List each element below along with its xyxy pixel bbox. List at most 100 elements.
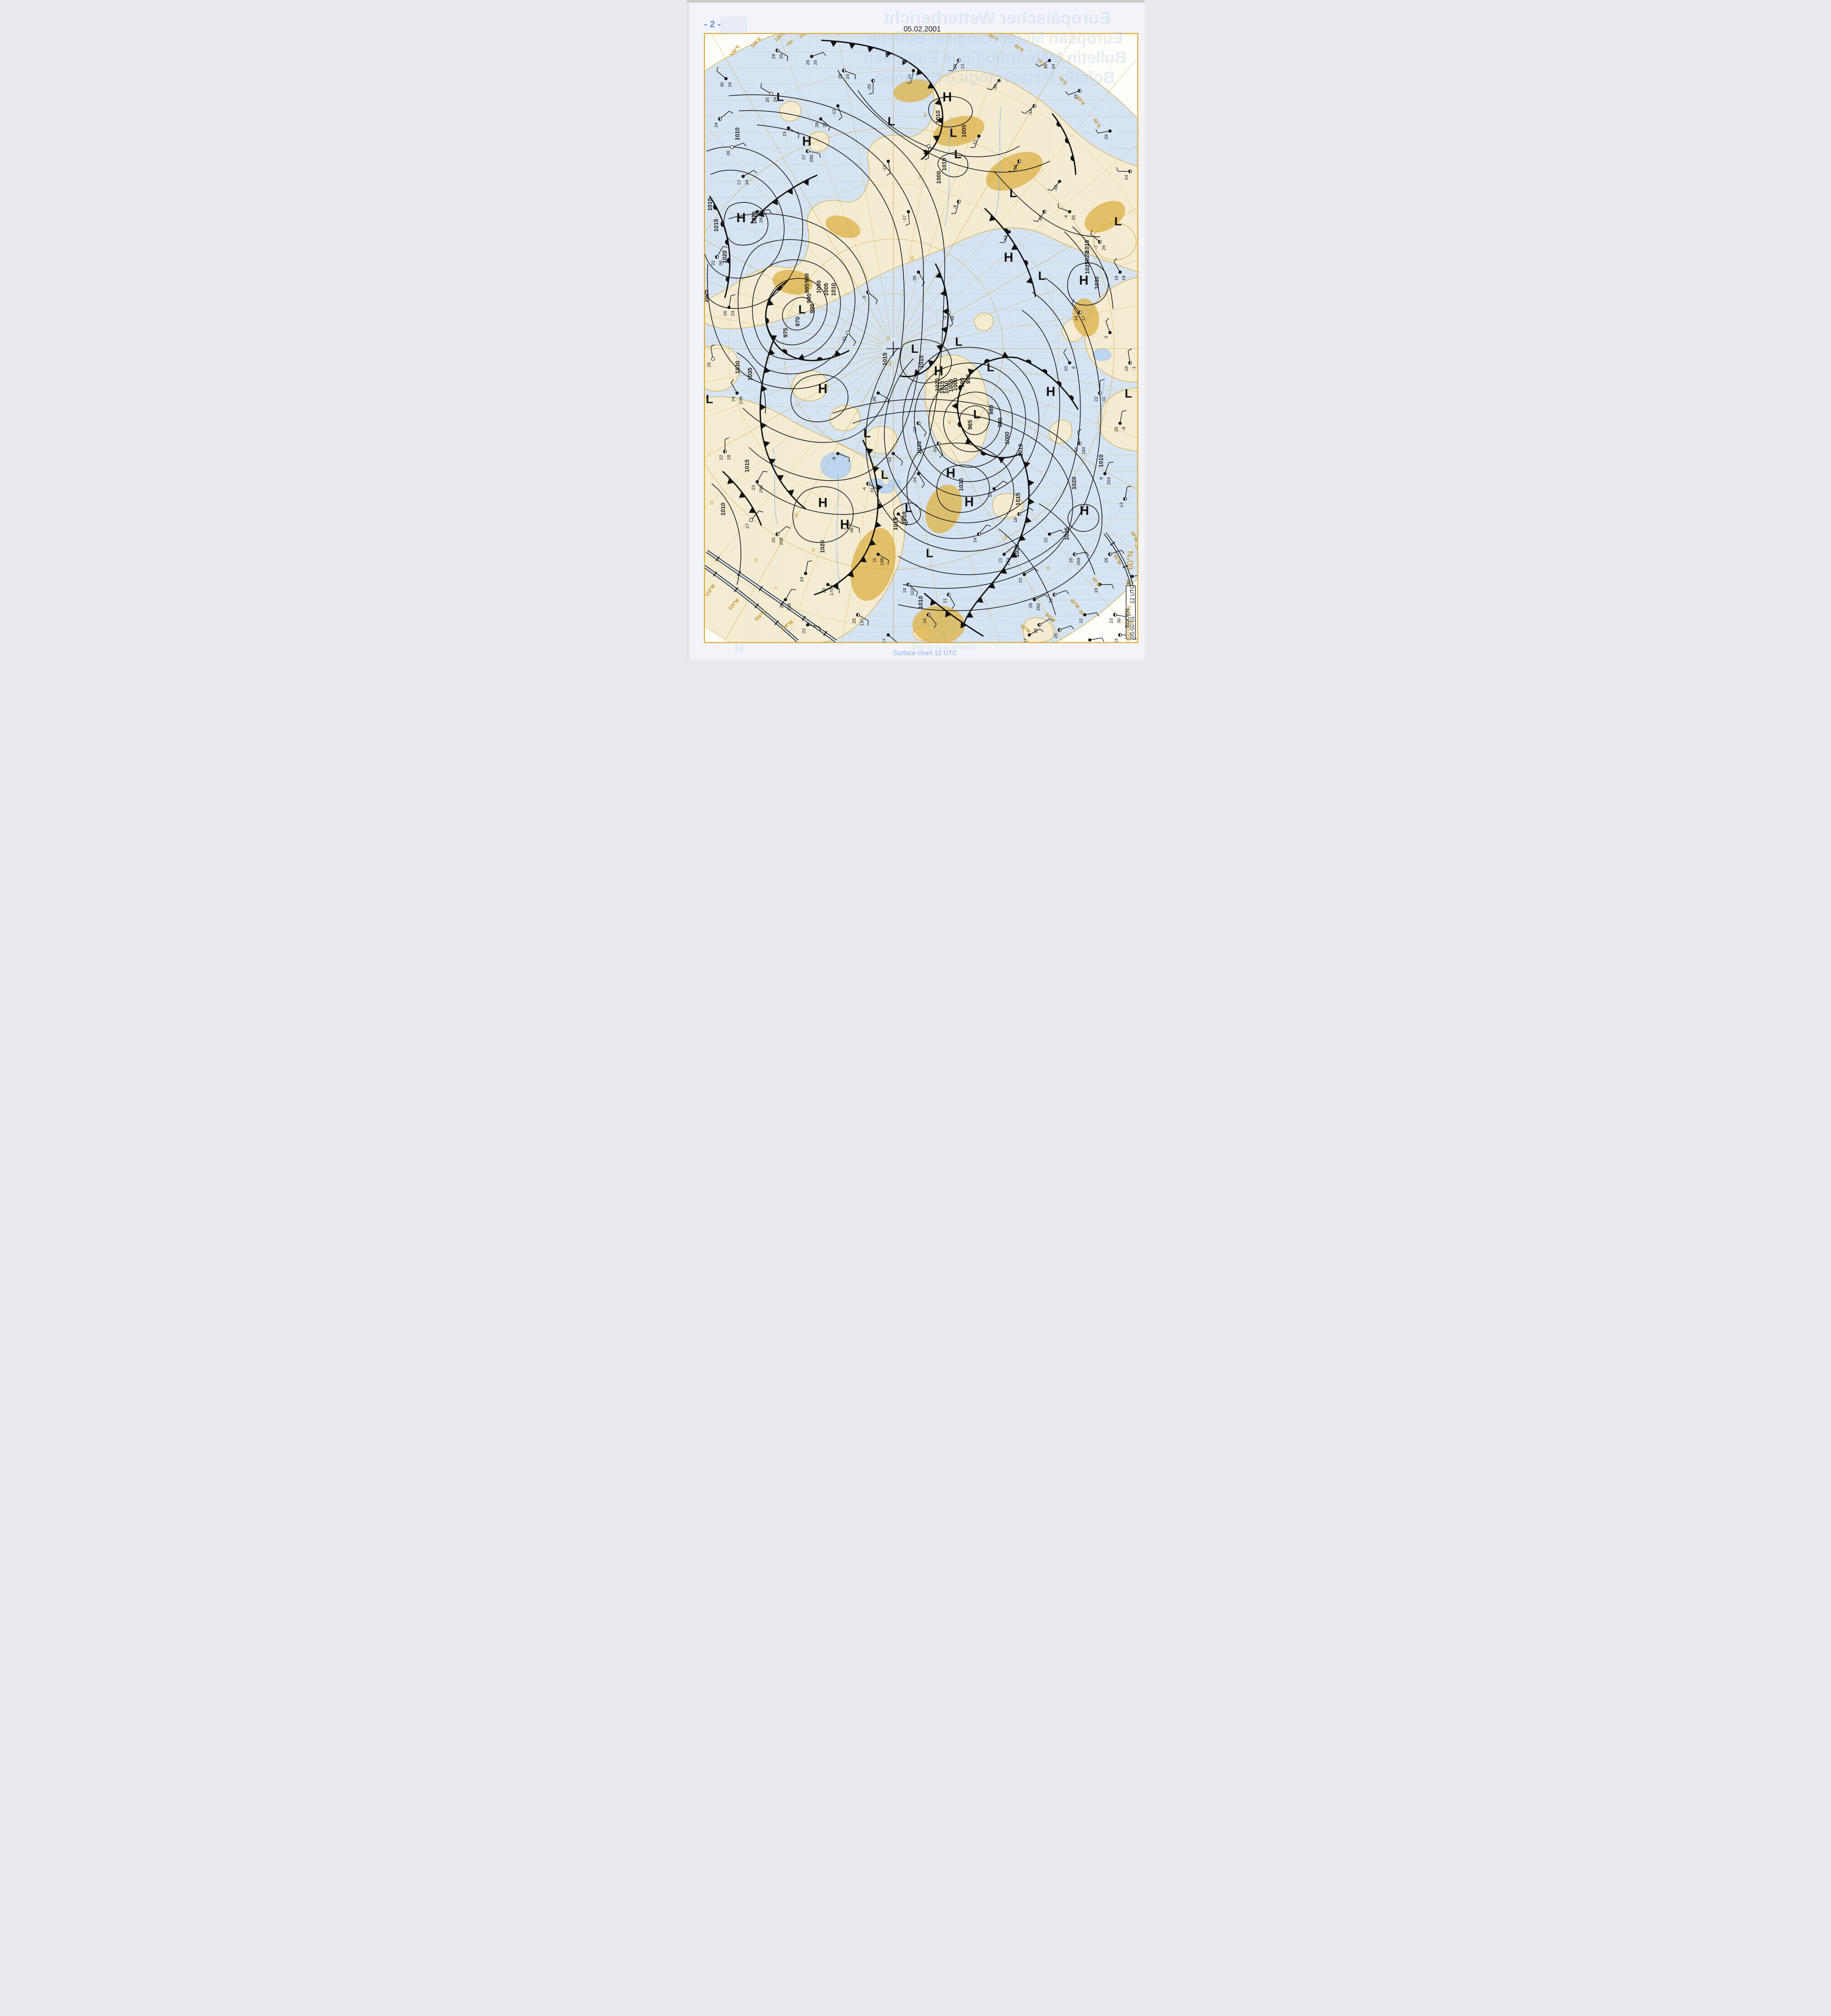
station-temp: 2	[842, 527, 847, 530]
station: -47	[1033, 210, 1046, 222]
isobar-label: 1030	[958, 478, 964, 491]
landmass	[1023, 617, 1054, 643]
station: 26 -8	[1114, 410, 1127, 432]
bleed-caption-echo: Surface chart 12 UTC	[912, 644, 975, 651]
station-dot-overcast	[886, 633, 890, 637]
station-temp: -38	[1013, 165, 1018, 171]
low-marker: L	[955, 335, 962, 348]
wind-barb	[788, 127, 799, 135]
wind-barb-feather	[853, 342, 856, 346]
high-marker: H	[946, 466, 955, 480]
isobar	[902, 347, 1039, 497]
wind-barb-feather	[807, 560, 812, 562]
low-marker: L	[926, 547, 933, 560]
station-temp: 26	[1114, 427, 1119, 432]
landmass	[1093, 222, 1137, 260]
map-frame-border	[704, 33, 1138, 643]
isobar-label: 1000	[1004, 431, 1011, 444]
wind-barb	[1004, 546, 1014, 555]
isobar-label: 1010	[944, 381, 950, 394]
wind-barb	[1029, 629, 1040, 635]
front-triangle	[760, 404, 766, 411]
front-triangle	[965, 438, 972, 444]
front-stationary	[984, 208, 1036, 297]
isobar-label: 1015	[707, 198, 714, 211]
meridian	[704, 352, 883, 464]
station: 27	[882, 633, 898, 643]
wind-barb-feather	[1000, 242, 1004, 243]
isobar	[1039, 503, 1096, 575]
graticule-latitude-number: 15	[710, 500, 714, 505]
front-semicircle	[1065, 137, 1069, 144]
station-dot-overcast	[917, 270, 920, 274]
terrain-shading	[1084, 201, 1125, 233]
isobar	[837, 70, 1050, 173]
station: 22	[1044, 529, 1064, 543]
station: 25	[707, 344, 715, 367]
high-marker: H	[1046, 384, 1055, 399]
front-semicircle	[984, 359, 990, 364]
front-triangle	[867, 448, 873, 455]
station-temp: 27	[751, 215, 756, 220]
station: 22 -11	[1094, 379, 1106, 403]
station-dot-overcast	[826, 583, 829, 586]
wind-barb-feather	[787, 56, 788, 61]
high-marker: H	[736, 210, 746, 225]
front-triangle	[739, 492, 746, 498]
wind-barb-feather	[1003, 481, 1008, 483]
front-line	[962, 453, 1030, 628]
wind-barb-feather	[760, 83, 762, 88]
station-temp: 24	[1124, 175, 1129, 180]
chart-date: 05.02.2001	[904, 25, 941, 33]
station-dot-half	[957, 200, 959, 203]
station-dot-half	[977, 532, 979, 536]
wind-barb	[911, 70, 914, 83]
station-dot-half	[775, 49, 777, 52]
wind-barb	[1077, 431, 1080, 444]
meridian-extension	[1109, 57, 1138, 92]
isobar	[832, 399, 1102, 611]
front-triangle	[767, 299, 774, 306]
station-code: 06	[719, 260, 723, 266]
wind-barb-feather	[886, 173, 891, 176]
wind-barb-feather	[1033, 220, 1038, 222]
isobar-label: 1015	[882, 352, 888, 365]
station-code: 24	[846, 74, 850, 79]
wind-barb	[994, 481, 1004, 489]
wind-barb	[1025, 105, 1035, 114]
meridian	[895, 33, 952, 338]
front-triangle	[916, 69, 923, 75]
front-semicircle	[1024, 260, 1028, 266]
wind-barb-feather	[1106, 318, 1110, 322]
front-triangle	[771, 198, 778, 205]
wind-barb	[719, 111, 729, 119]
graticule-latitude-number: 30	[794, 512, 799, 517]
station: -15	[923, 144, 931, 160]
station-temp: 18	[988, 492, 993, 498]
station-temp: 21	[943, 598, 948, 603]
wind-barb-feather	[819, 627, 821, 631]
isobar	[707, 213, 869, 389]
wind-barb	[1120, 411, 1123, 423]
station: -42	[1047, 179, 1061, 192]
wind-barb-feather	[731, 379, 734, 383]
isobar-label: 1025	[703, 290, 709, 303]
station: 26 23	[723, 294, 736, 316]
meridian	[900, 92, 1109, 340]
isobar-label: 970	[795, 317, 801, 326]
front-semicircle	[1025, 359, 1031, 364]
station: 23 170	[822, 583, 840, 596]
station-dot-overcast	[810, 55, 813, 58]
wind-barb-feather	[1013, 546, 1018, 549]
station-temp: 19	[1013, 517, 1018, 523]
meridian	[704, 92, 886, 340]
isobar	[928, 377, 1013, 468]
wind-barb-feather	[1112, 584, 1114, 589]
station: 18 -1	[1124, 348, 1137, 371]
terrain-shading	[893, 79, 933, 102]
meridian	[704, 181, 884, 344]
wind-barb	[811, 52, 823, 57]
front-triangle	[952, 402, 958, 410]
station-dot-overcast	[787, 126, 790, 130]
wind-barb	[757, 209, 769, 212]
